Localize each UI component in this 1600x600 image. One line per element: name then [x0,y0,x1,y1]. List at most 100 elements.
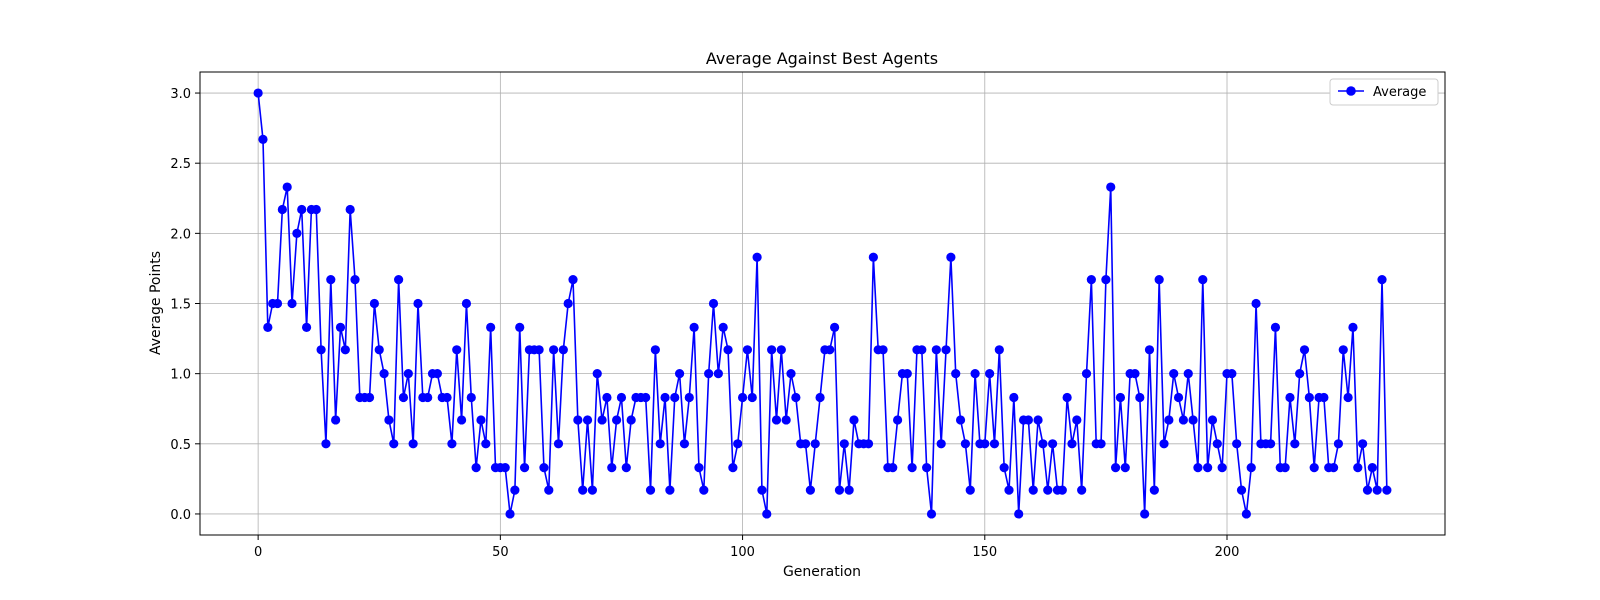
data-point [297,204,307,215]
data-point [481,439,491,449]
data-point [1023,415,1033,425]
data-point [461,298,472,309]
data-point [1106,182,1116,192]
data-point [301,322,312,332]
data-point [621,463,631,473]
data-point [403,369,413,379]
data-point [902,369,912,379]
data-point [1203,463,1213,473]
data-point [442,392,452,403]
data-point [1290,439,1300,449]
data-point [1266,439,1276,449]
data-point [612,415,622,425]
y-tick-label: 2.5 [170,157,191,172]
data-point [946,252,956,262]
data-point [752,252,762,262]
data-point [500,463,510,473]
data-point [394,275,404,285]
data-point [1057,485,1067,495]
data-point [1149,485,1159,495]
data-point [369,298,379,309]
data-point [335,322,346,332]
data-point [1135,392,1145,403]
data-point [694,463,704,473]
data-point [1028,485,1038,495]
data-point [718,322,728,332]
data-point [1309,463,1319,473]
data-point [1236,485,1247,495]
data-point [379,369,389,379]
data-point [1382,485,1392,495]
data-point [674,369,685,379]
data-point [1212,439,1222,449]
data-point [1062,392,1072,403]
data-point [684,392,694,403]
data-point [645,485,656,495]
data-point [728,463,738,473]
data-point [1169,369,1179,379]
data-point [413,298,423,309]
data-point [258,134,268,144]
data-point [708,298,719,309]
data-point [592,369,602,379]
data-point [650,345,660,355]
legend-box [1329,78,1439,106]
data-point [272,298,283,309]
series-layer [253,88,1392,519]
data-point [364,392,375,403]
data-point [549,345,559,355]
data-point [1207,415,1218,425]
data-point [457,415,467,425]
data-point [892,415,903,425]
data-point [331,415,341,425]
data-point [486,322,496,332]
data-point [791,392,801,403]
data-point [1333,439,1344,449]
data-point [994,345,1004,355]
y-tick-label: 1.5 [170,298,191,313]
data-point [670,392,680,403]
data-point [452,345,462,355]
y-tick-label: 0.0 [170,508,191,523]
data-point [582,415,593,425]
data-point [326,275,336,285]
data-point [1348,322,1358,332]
data-point [689,322,699,332]
data-point [737,392,748,403]
data-point [1144,345,1155,355]
data-point [423,392,433,403]
data-point [1110,463,1121,473]
x-tick-label: 200 [1215,545,1240,560]
x-axis-label: Generation [783,564,861,580]
data-point [960,439,971,449]
data-point [951,369,961,379]
data-point [277,204,287,215]
data-point [519,463,530,473]
data-point [374,345,384,355]
data-point [384,415,394,425]
data-point [786,369,796,379]
y-tick-label: 2.0 [170,227,191,242]
data-point [1072,415,1082,425]
data-point [704,369,714,379]
data-point [1246,463,1256,473]
data-point [321,439,331,449]
data-point [607,463,617,473]
data-point [1193,463,1203,473]
data-point [742,345,753,355]
data-point [878,345,888,355]
data-point [408,439,418,449]
data-point [1043,485,1053,495]
data-point [733,439,743,449]
data-point [602,392,612,403]
data-point [1270,322,1281,332]
data-point [1304,392,1314,403]
data-point [849,415,859,425]
data-point [1227,369,1237,379]
data-point [810,439,820,449]
data-point [1081,369,1092,379]
data-point [1164,415,1174,425]
data-point [1188,415,1198,425]
data-point [936,439,946,449]
data-point [1173,392,1184,403]
